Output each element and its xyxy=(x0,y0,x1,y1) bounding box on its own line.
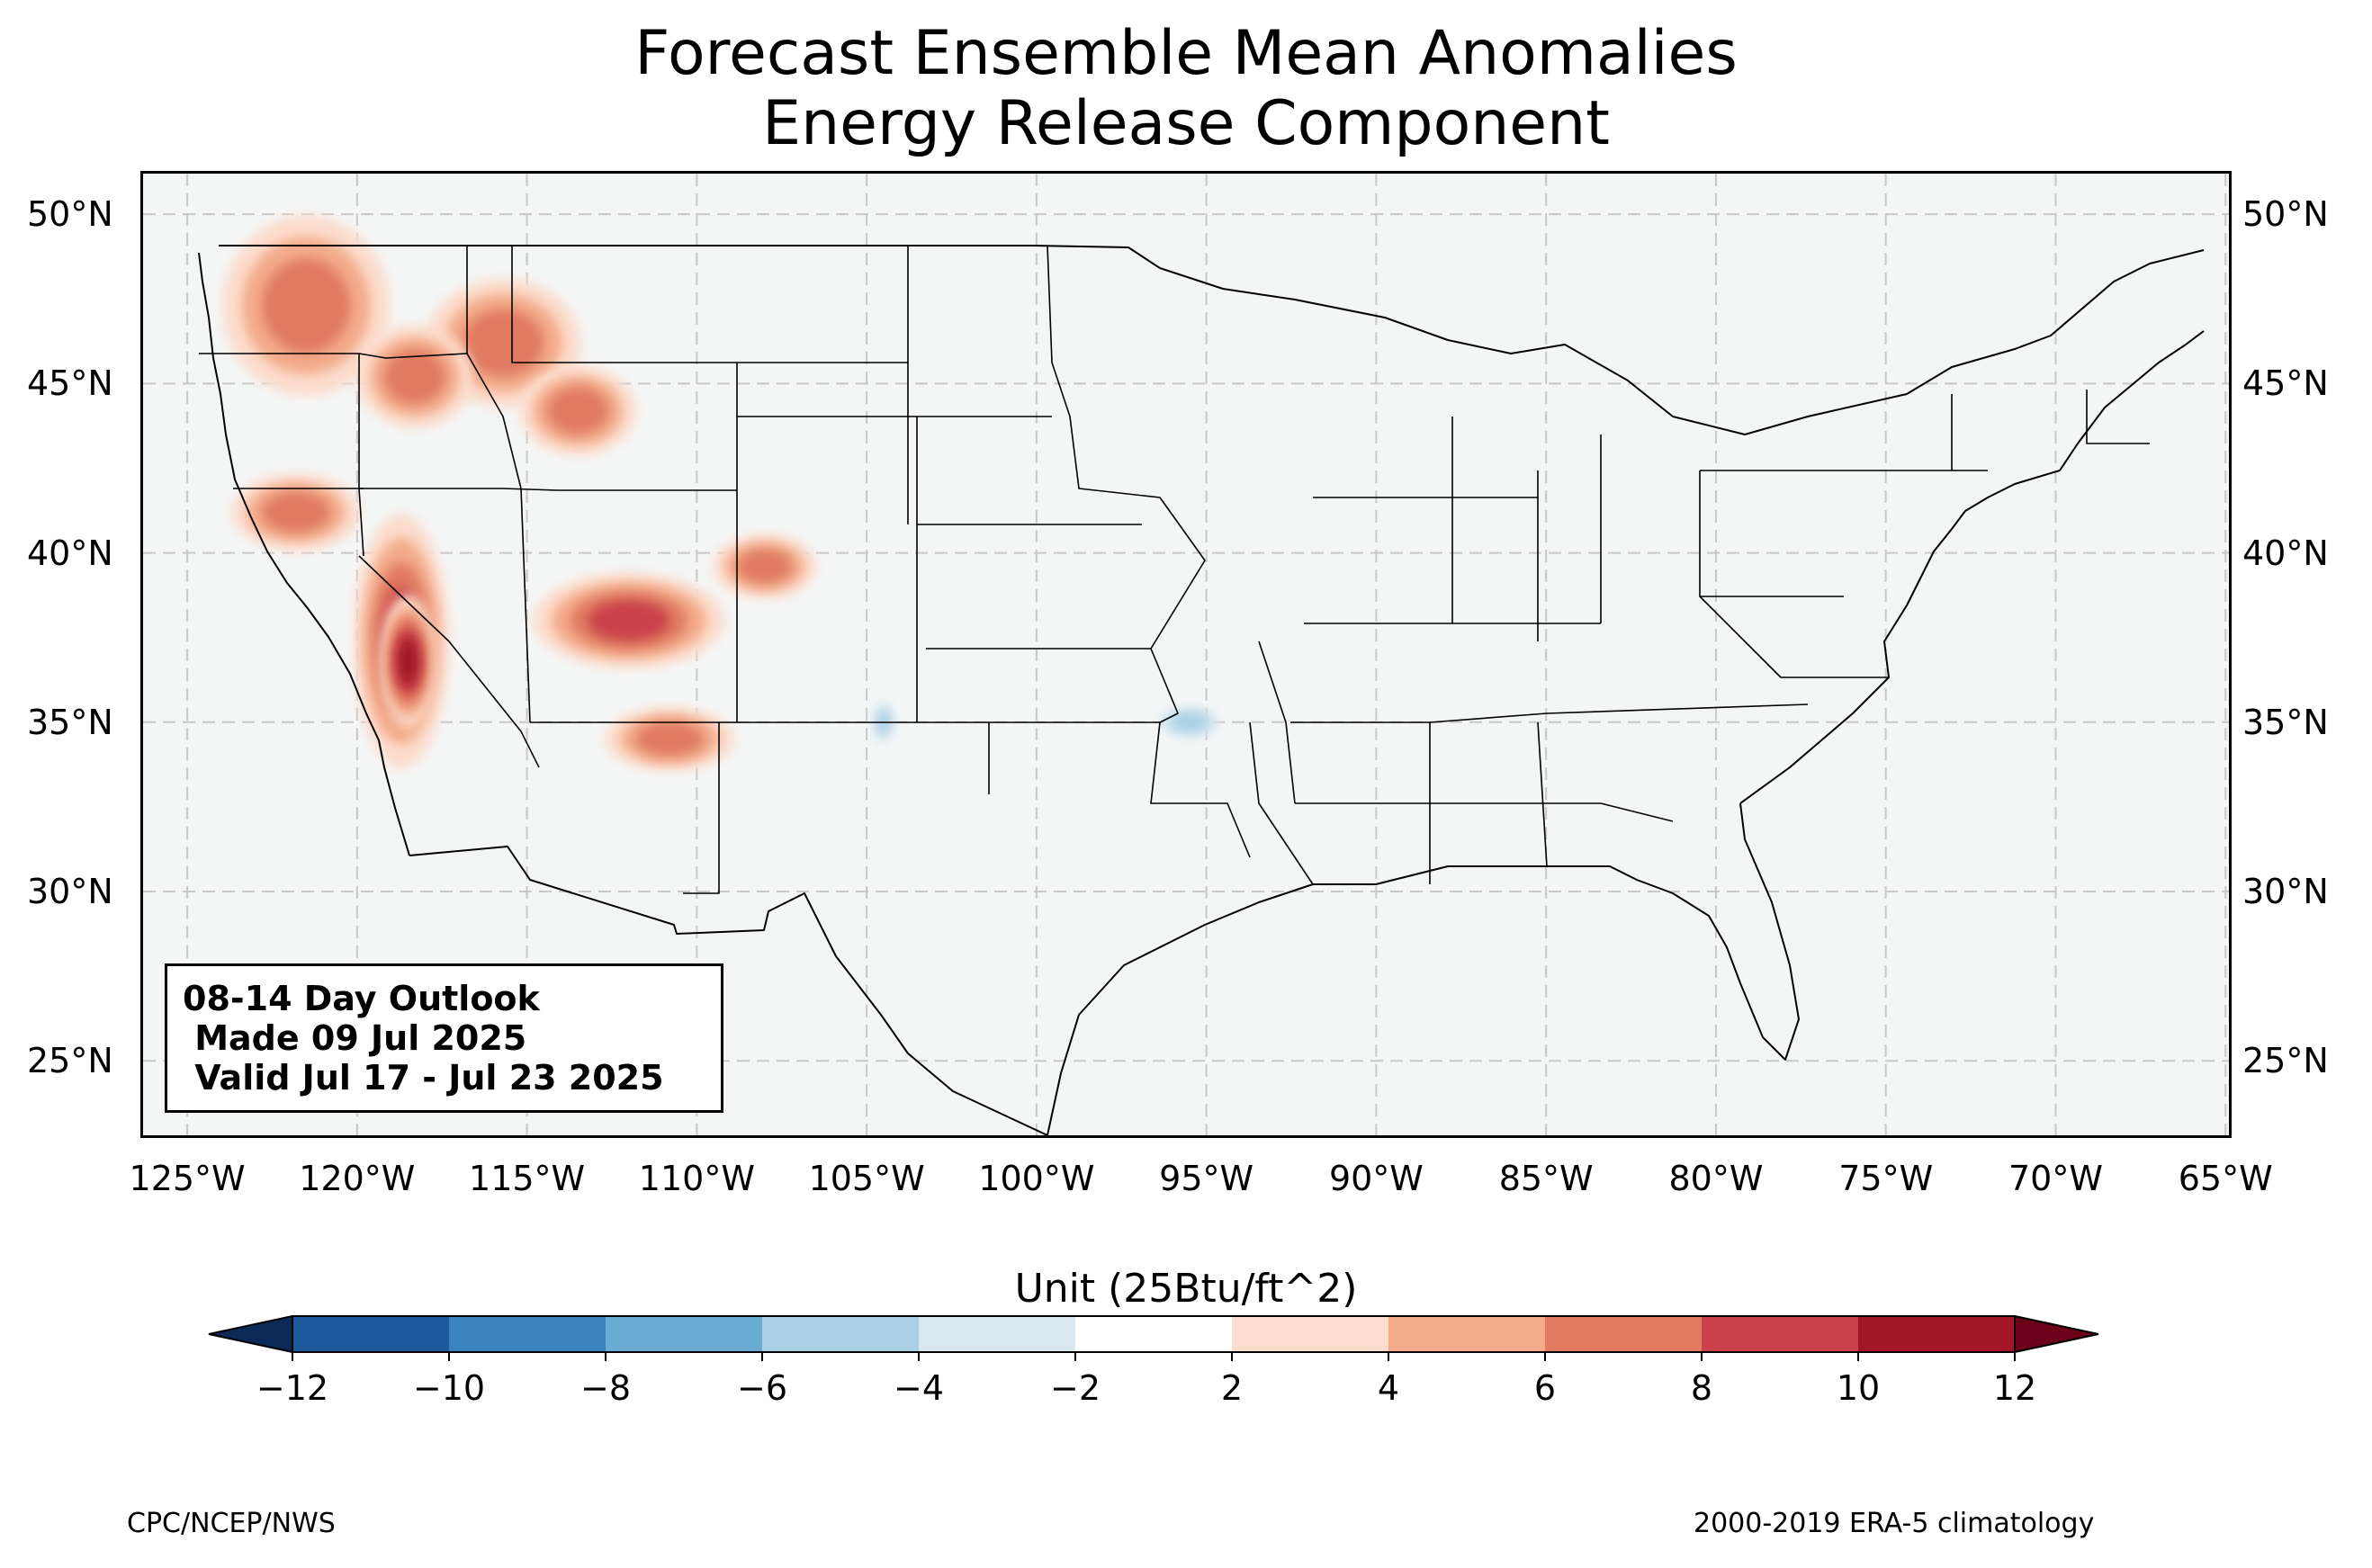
colorbar-segment xyxy=(449,1316,606,1352)
longitude-label: 95°W xyxy=(1159,1159,1254,1198)
lake-of-the-woods-border xyxy=(908,245,1161,269)
colorbar-tick-label: 6 xyxy=(1533,1368,1557,1408)
anomaly-area xyxy=(384,349,445,404)
made-date: Made 09 Jul 2025 xyxy=(183,1018,527,1058)
latitude-label: 40°N xyxy=(27,533,113,573)
latitude-label: 40°N xyxy=(2242,533,2329,573)
mexico-border xyxy=(409,846,1048,1135)
gulf-coast xyxy=(1047,802,1800,1135)
longitude-label: 80°W xyxy=(1668,1159,1764,1198)
colorbar-segment xyxy=(606,1316,762,1352)
anomaly-area xyxy=(262,258,351,354)
colorbar-segment xyxy=(1388,1316,1545,1352)
colorbar-segment xyxy=(1702,1316,1858,1352)
colorbar-tick-label: −4 xyxy=(893,1368,945,1408)
colorbar-tick-label: 2 xyxy=(1220,1368,1244,1408)
colorbar-title: Unit (25Btu/ft^2) xyxy=(1014,1266,1358,1312)
latitude-label: 50°N xyxy=(2242,194,2329,235)
longitude-label: 70°W xyxy=(2008,1159,2103,1198)
anomaly-fill-layer xyxy=(221,215,1219,772)
atlantic-coast xyxy=(1739,330,2205,804)
outlook-period: 08-14 Day Outlook xyxy=(183,979,540,1018)
colorbar-tick-label: −12 xyxy=(256,1368,329,1408)
latitude-label: 25°N xyxy=(27,1041,113,1081)
state-and-coast-boundaries xyxy=(198,245,2205,1135)
colorbar-outline xyxy=(292,1315,2016,1353)
latitude-label: 35°N xyxy=(27,702,113,742)
anomaly-area xyxy=(462,309,544,377)
colorbar-tick-label: 12 xyxy=(1992,1368,2037,1408)
outlook-info-box: 08-14 Day Outlook Made 09 Jul 2025 Valid… xyxy=(165,963,723,1113)
colorbar-segment xyxy=(919,1316,1075,1352)
longitude-label: 100°W xyxy=(978,1159,1095,1198)
colorbar-segment xyxy=(1232,1316,1388,1352)
anomaly-area xyxy=(398,637,418,685)
anomaly-area xyxy=(547,387,609,435)
colorbar-tick-label: −6 xyxy=(736,1368,788,1408)
longitude-label: 110°W xyxy=(638,1159,755,1198)
latitude-label: 30°N xyxy=(27,871,113,911)
longitude-label: 125°W xyxy=(129,1159,246,1198)
map-panel xyxy=(140,171,2232,1138)
colorbar-segment xyxy=(1075,1316,1232,1352)
colorbar-tick-label: 10 xyxy=(1836,1368,1881,1408)
colorbar-over-arrow xyxy=(2014,1314,2099,1354)
anomaly-area xyxy=(1169,712,1210,733)
great-lakes-border xyxy=(1159,249,2205,435)
longitude-label: 120°W xyxy=(299,1159,416,1198)
colorbar-tick-label: 8 xyxy=(1690,1368,1713,1408)
latitude-label: 30°N xyxy=(2242,871,2329,911)
valid-range: Valid Jul 17 - Jul 23 2025 xyxy=(183,1058,664,1098)
map-title-line-1: Forecast Ensemble Mean Anomalies xyxy=(634,18,1738,89)
longitude-label: 115°W xyxy=(469,1159,586,1198)
latitude-label: 35°N xyxy=(2242,702,2329,742)
colorbar-tick-label: 4 xyxy=(1377,1368,1400,1408)
colorbar-tick-label: −10 xyxy=(412,1368,486,1408)
anomaly-area xyxy=(262,491,330,533)
colorbar xyxy=(208,1314,2099,1361)
anomaly-area xyxy=(588,600,670,641)
us-west-coast xyxy=(198,252,410,856)
longitude-label: 75°W xyxy=(1838,1159,1934,1198)
state-lines xyxy=(199,245,2150,894)
anomaly-area xyxy=(635,721,704,757)
latitude-label: 50°N xyxy=(27,194,113,235)
latitude-label: 45°N xyxy=(27,363,113,404)
colorbar-tick-label: −8 xyxy=(580,1368,632,1408)
map-title-line-2: Energy Release Component xyxy=(762,88,1610,159)
climatology-note: 2000-2019 ERA-5 climatology xyxy=(1694,1508,2095,1539)
source-credit: CPC/NCEP/NWS xyxy=(127,1508,336,1539)
longitude-label: 85°W xyxy=(1498,1159,1594,1198)
longitude-label: 65°W xyxy=(2178,1159,2273,1198)
longitude-label: 90°W xyxy=(1328,1159,1424,1198)
colorbar-segment xyxy=(1858,1316,2015,1352)
anomaly-map xyxy=(143,174,2229,1135)
colorbar-segment xyxy=(292,1316,449,1352)
colorbar-tick-label: −2 xyxy=(1049,1368,1101,1408)
latitude-label: 45°N xyxy=(2242,363,2329,404)
colorbar-segment xyxy=(762,1316,919,1352)
colorbar-segment xyxy=(1545,1316,1702,1352)
colorbar-under-arrow xyxy=(208,1314,293,1354)
anomaly-area xyxy=(737,549,793,584)
longitude-label: 105°W xyxy=(808,1159,925,1198)
latitude-label: 25°N xyxy=(2242,1041,2329,1081)
